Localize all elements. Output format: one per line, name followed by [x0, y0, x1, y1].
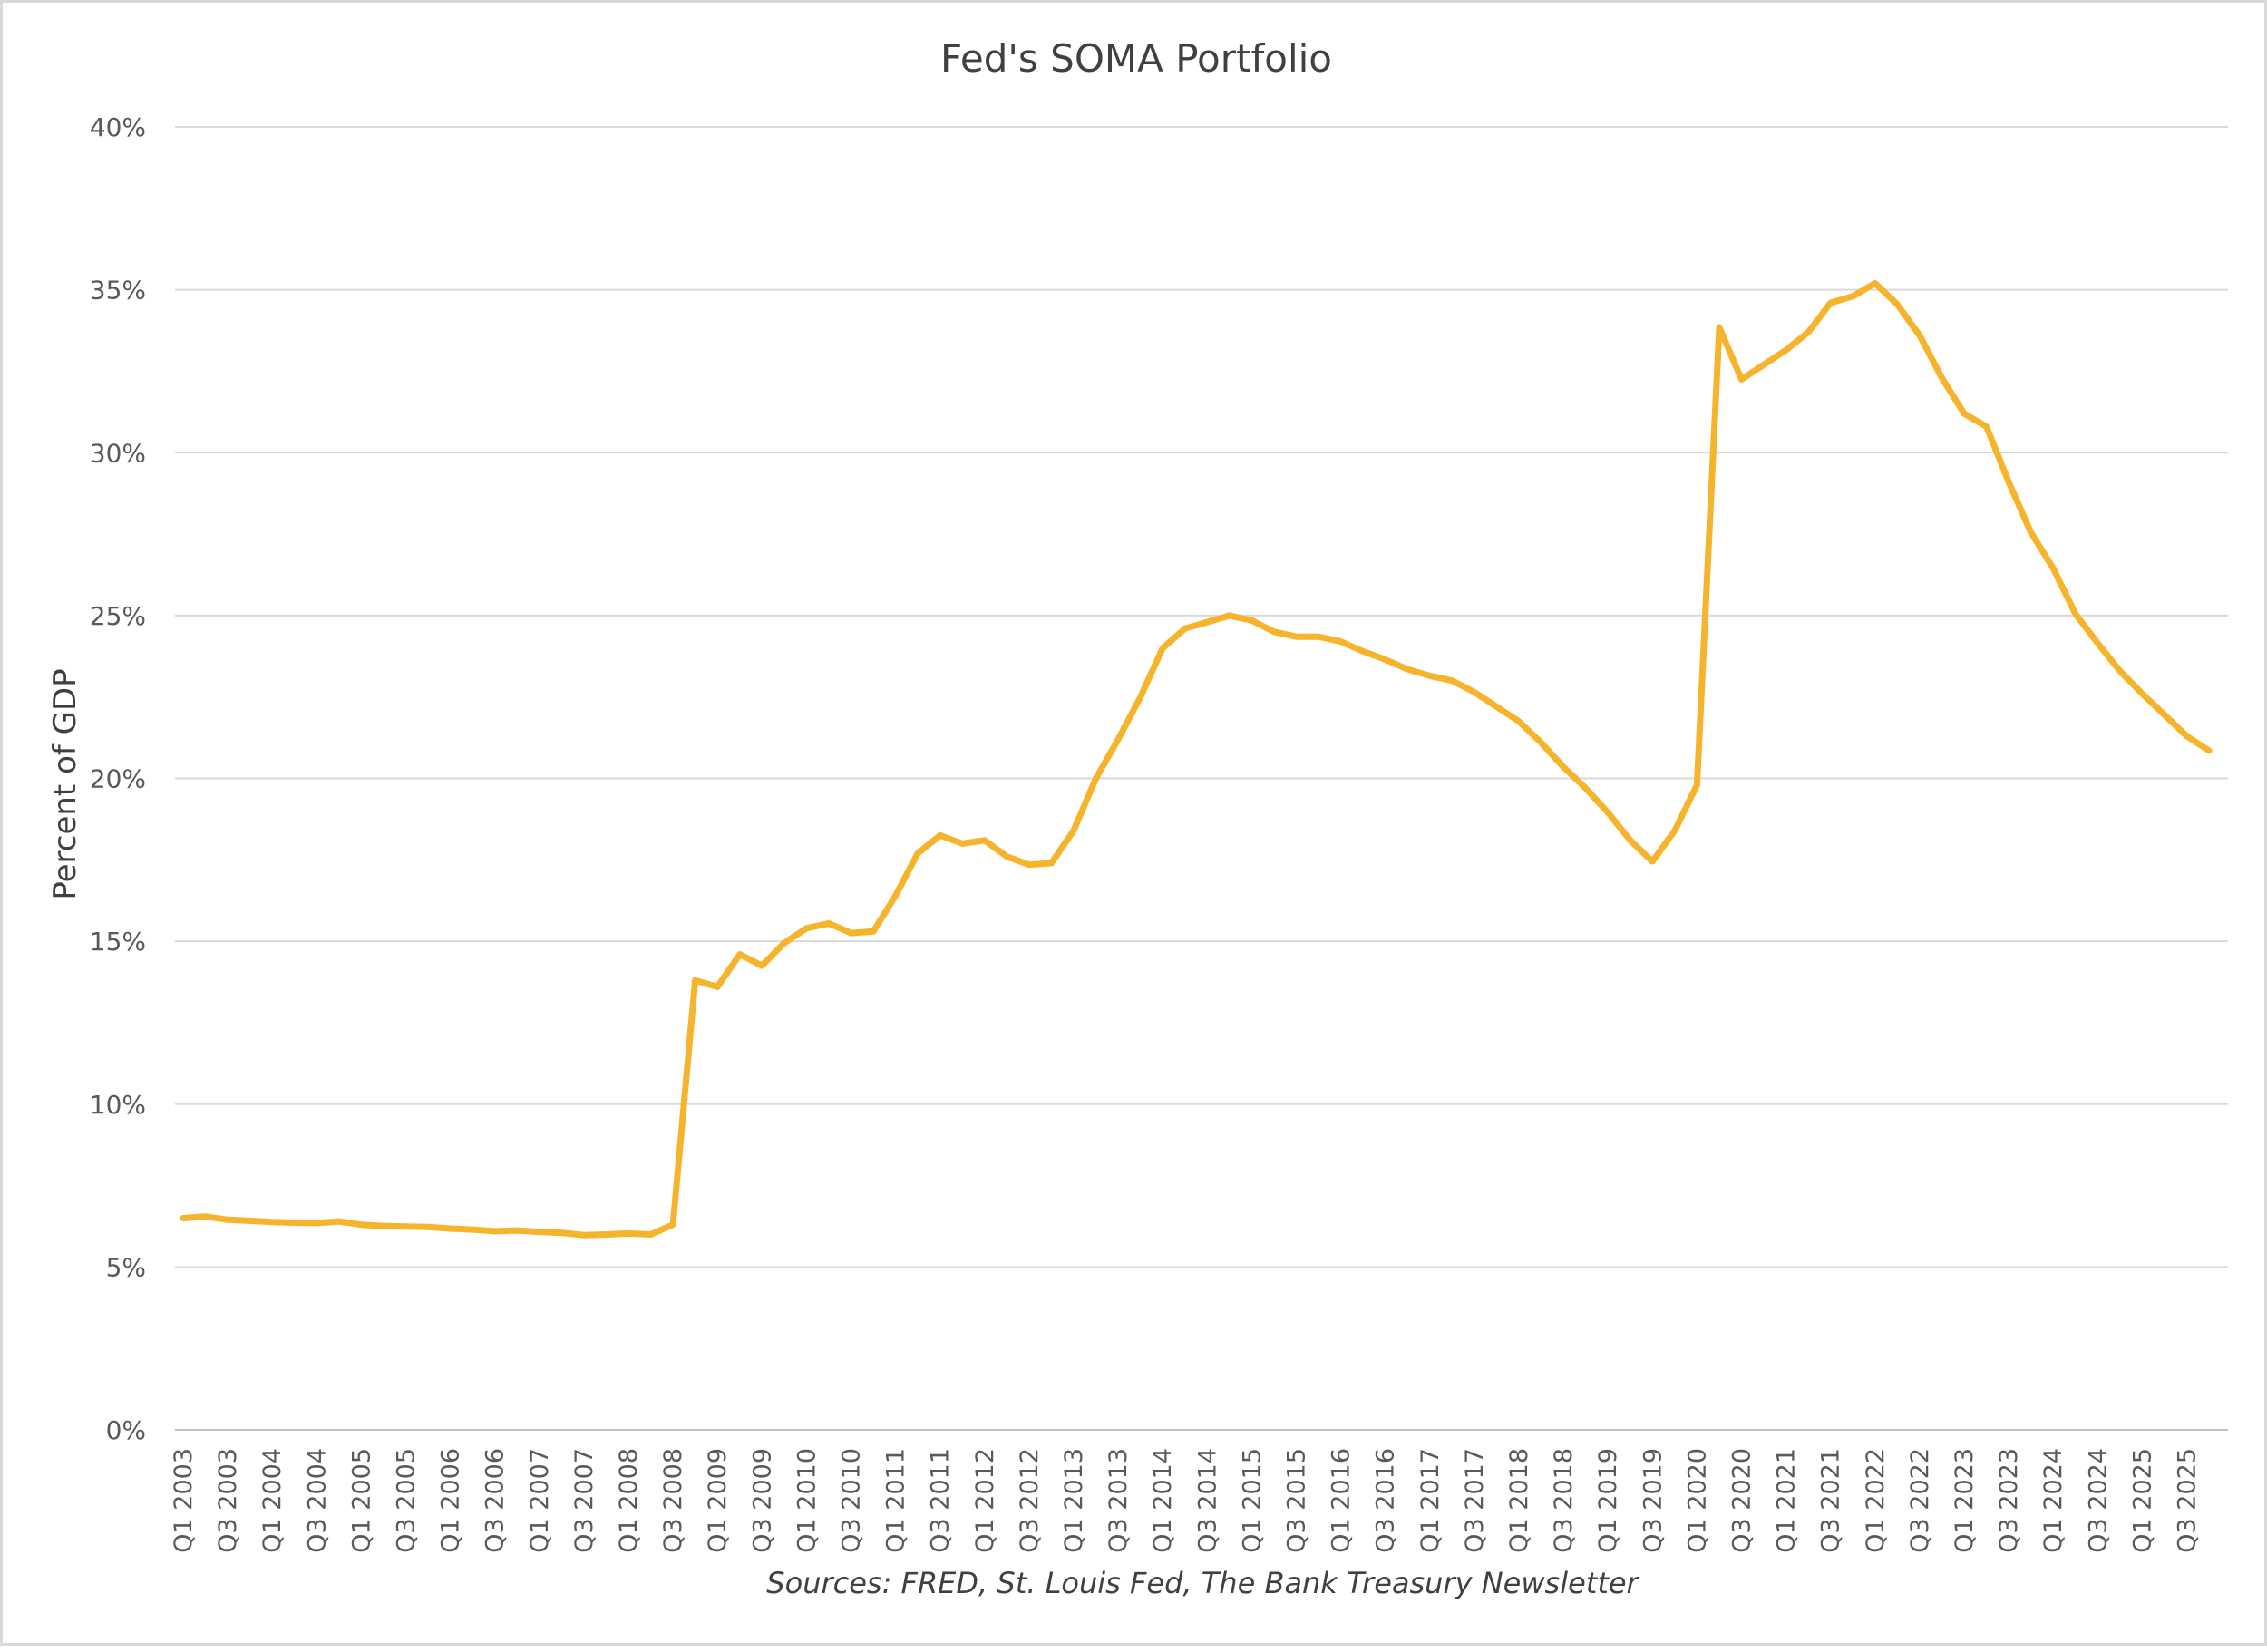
- x-tick-label: Q1 2009: [704, 1448, 732, 1553]
- x-tick-label: Q3 2024: [2084, 1448, 2112, 1553]
- x-tick-label: Q1 2008: [615, 1448, 643, 1553]
- source-note: Sources: FRED, St. Louis Fed, The Bank T…: [766, 1566, 1639, 1600]
- gridlines: [175, 126, 2228, 1431]
- x-tick-label: Q3 2010: [838, 1448, 866, 1553]
- x-tick-label: Q1 2014: [1149, 1448, 1177, 1553]
- x-tick-label: Q1 2019: [1594, 1448, 1622, 1553]
- x-axis-ticks: Q1 2003 Q3 2003 Q1 2004 Q3 2004 Q1 2005 Q3 20…: [170, 1448, 2202, 1553]
- x-tick-label: Q3 2009: [748, 1448, 776, 1553]
- x-tick-label: Q3 2013: [1104, 1448, 1133, 1553]
- x-tick-label: Q1 2022: [1862, 1448, 1890, 1553]
- x-tick-label: Q3 2023: [1995, 1448, 2023, 1553]
- x-tick-label: Q3 2025: [2174, 1448, 2202, 1553]
- x-tick-label: Q1 2024: [2039, 1448, 2068, 1553]
- x-tick-label: Q1 2015: [1238, 1448, 1266, 1553]
- y-tick-label: 5%: [106, 1252, 146, 1282]
- x-tick-label: Q3 2011: [927, 1448, 955, 1553]
- y-tick-label: 30%: [90, 438, 146, 468]
- x-tick-label: Q3 2019: [1639, 1448, 1667, 1553]
- x-tick-label: Q1 2005: [347, 1448, 375, 1553]
- y-tick-label: 40%: [90, 112, 146, 142]
- x-tick-label: Q3 2017: [1461, 1448, 1489, 1553]
- x-tick-label: Q3 2020: [1728, 1448, 1756, 1553]
- x-tick-label: Q1 2010: [793, 1448, 821, 1553]
- y-tick-label: 20%: [90, 764, 146, 794]
- x-tick-label: Q3 2018: [1550, 1448, 1578, 1553]
- y-tick-label: 25%: [90, 601, 146, 631]
- x-tick-label: Q3 2004: [303, 1448, 331, 1553]
- x-tick-label: Q3 2012: [1016, 1448, 1044, 1553]
- x-tick-label: Q1 2012: [971, 1448, 999, 1553]
- x-tick-label: Q1 2006: [437, 1448, 465, 1553]
- y-axis-ticks: 0% 5% 10% 15% 20% 25% 30% 35% 40%: [90, 112, 146, 1445]
- x-tick-label: Q1 2016: [1328, 1448, 1356, 1553]
- x-tick-label: Q1 2013: [1060, 1448, 1088, 1553]
- x-tick-label: Q3 2014: [1193, 1448, 1221, 1553]
- x-tick-label: Q3 2016: [1372, 1448, 1400, 1553]
- line-chart: Fed's SOMA Portfolio Percent of GDP 0% 5%…: [47, 36, 2228, 1600]
- x-tick-label: Q1 2007: [526, 1448, 554, 1553]
- x-tick-label: Q3 2007: [570, 1448, 598, 1553]
- series-line: [180, 279, 2213, 1239]
- x-tick-label: Q1 2011: [882, 1448, 910, 1553]
- y-tick-label: 10%: [90, 1090, 146, 1120]
- x-tick-label: Q3 2008: [659, 1448, 687, 1553]
- x-tick-label: Q1 2020: [1683, 1448, 1711, 1553]
- series-layer: [180, 279, 2213, 1239]
- x-tick-label: Q3 2015: [1283, 1448, 1311, 1553]
- x-tick-label: Q1 2025: [2128, 1448, 2156, 1553]
- x-tick-label: Q3 2005: [393, 1448, 421, 1553]
- x-tick-label: Q1 2004: [258, 1448, 287, 1553]
- x-tick-label: Q3 2021: [1817, 1448, 1845, 1553]
- x-tick-label: Q3 2022: [1906, 1448, 1934, 1553]
- y-tick-label: 35%: [90, 276, 146, 306]
- x-tick-label: Q3 2003: [214, 1448, 242, 1553]
- x-tick-label: Q1 2003: [170, 1448, 198, 1553]
- x-tick-label: Q1 2017: [1416, 1448, 1445, 1553]
- chart-title: Fed's SOMA Portfolio: [940, 36, 1332, 81]
- x-tick-label: Q3 2006: [482, 1448, 510, 1553]
- x-tick-label: Q1 2021: [1773, 1448, 1801, 1553]
- x-tick-label: Q1 2023: [1951, 1448, 1979, 1553]
- y-axis-label: Percent of GDP: [47, 668, 83, 899]
- x-tick-label: Q1 2018: [1505, 1448, 1533, 1553]
- y-tick-label: 15%: [90, 927, 146, 957]
- y-tick-label: 0%: [106, 1415, 146, 1445]
